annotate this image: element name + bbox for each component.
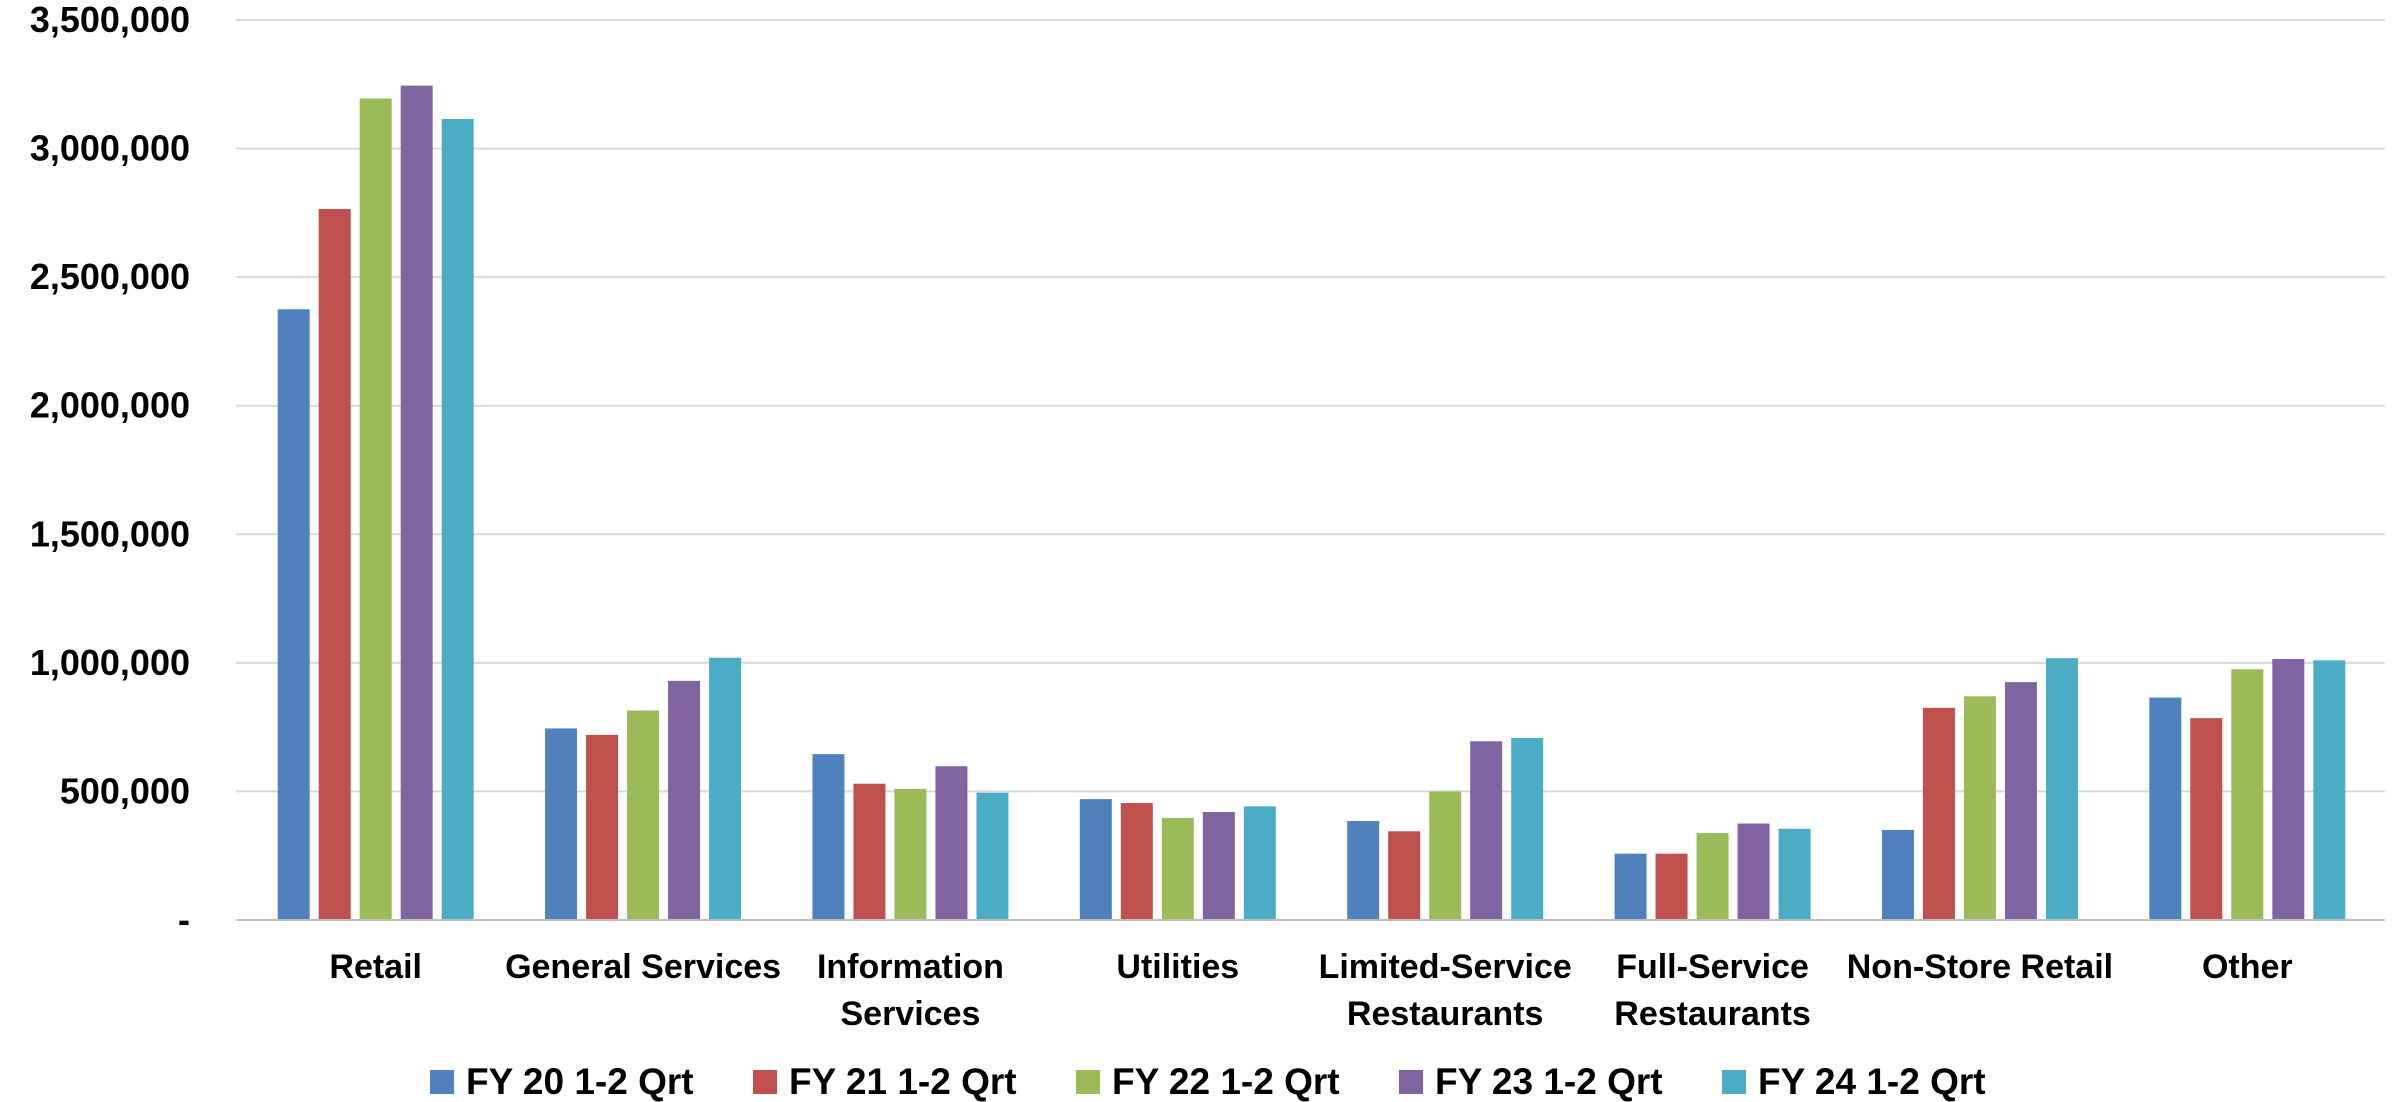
- bar: [1511, 737, 1544, 920]
- x-category-label: Full-Service: [1616, 948, 1809, 986]
- bar: [1696, 833, 1729, 920]
- bar: [1079, 799, 1112, 920]
- bar: [441, 119, 474, 920]
- bar: [1963, 696, 1996, 920]
- gridlines: [236, 19, 2385, 793]
- y-tick-label: 2,000,000: [30, 385, 190, 426]
- bar: [318, 209, 351, 920]
- bar: [853, 783, 886, 920]
- y-tick-label: 500,000: [60, 770, 190, 811]
- y-tick-label: 1,000,000: [30, 642, 190, 683]
- bar: [2190, 718, 2223, 920]
- x-axis-category-labels: Retail General Services Information Service…: [329, 948, 2292, 1033]
- bar: [1388, 831, 1421, 920]
- x-category-label: Non-Store Retail: [1847, 948, 2113, 986]
- y-tick-label: 3,000,000: [30, 128, 190, 169]
- bar: [668, 680, 701, 920]
- bar: [935, 766, 968, 920]
- bar: [2272, 659, 2305, 920]
- bars: [277, 85, 2346, 921]
- bar: [976, 792, 1009, 920]
- bar: [812, 754, 845, 920]
- bar: [1922, 707, 1955, 920]
- x-category-label: Restaurants: [1614, 995, 1811, 1033]
- bar: [1347, 821, 1380, 920]
- legend: FY 20 1-2 Qrt FY 21 1-2 Qrt FY 22 1-2 Qrt F…: [430, 1061, 1986, 1102]
- legend-swatch: [1076, 1070, 1100, 1094]
- legend-label: FY 23 1-2 Qrt: [1435, 1061, 1663, 1102]
- bar: [1202, 812, 1235, 920]
- x-category-label: General Services: [505, 948, 781, 986]
- bar: [1881, 830, 1914, 920]
- x-category-label: Information: [817, 948, 1004, 986]
- y-tick-label: 3,500,000: [30, 0, 190, 40]
- bar: [1737, 823, 1770, 920]
- y-tick-label: -: [178, 899, 190, 940]
- legend-swatch: [753, 1070, 777, 1094]
- y-axis-tick-labels: - 500,000 1,000,000 1,500,000 2,000,000 2,500…: [30, 0, 190, 940]
- bar: [586, 734, 619, 920]
- legend-swatch: [430, 1070, 454, 1094]
- bar: [1120, 803, 1153, 920]
- legend-label: FY 24 1-2 Qrt: [1758, 1061, 1986, 1102]
- legend-label: FY 22 1-2 Qrt: [1112, 1061, 1340, 1102]
- legend-label: FY 20 1-2 Qrt: [466, 1061, 694, 1102]
- x-category-label: Services: [840, 995, 980, 1033]
- x-category-label: Retail: [329, 948, 422, 986]
- bar: [2149, 697, 2182, 920]
- bar: [1655, 853, 1688, 920]
- legend-swatch: [1399, 1070, 1423, 1094]
- bar: [2231, 669, 2264, 920]
- x-category-label: Limited-Service: [1319, 948, 1572, 986]
- bar: [359, 98, 392, 920]
- x-category-label: Other: [2202, 948, 2293, 986]
- y-tick-label: 2,500,000: [30, 256, 190, 297]
- bar: [1429, 791, 1462, 920]
- bar: [1243, 806, 1276, 920]
- bar: [709, 657, 742, 920]
- x-category-label: Restaurants: [1347, 995, 1544, 1033]
- bar: [894, 788, 927, 920]
- bar: [2313, 660, 2346, 920]
- legend-swatch: [1722, 1070, 1746, 1094]
- bar: [1470, 741, 1503, 920]
- bar: [1614, 853, 1647, 920]
- bar: [2045, 658, 2078, 920]
- bar: [1161, 817, 1194, 920]
- bar: [277, 309, 310, 920]
- x-category-label: Utilities: [1116, 948, 1239, 986]
- bar: [545, 728, 578, 920]
- bar: [1778, 828, 1811, 920]
- bar: [400, 85, 433, 921]
- bar: [627, 710, 660, 920]
- bar: [2004, 682, 2037, 920]
- legend-label: FY 21 1-2 Qrt: [789, 1061, 1017, 1102]
- y-tick-label: 1,500,000: [30, 513, 190, 554]
